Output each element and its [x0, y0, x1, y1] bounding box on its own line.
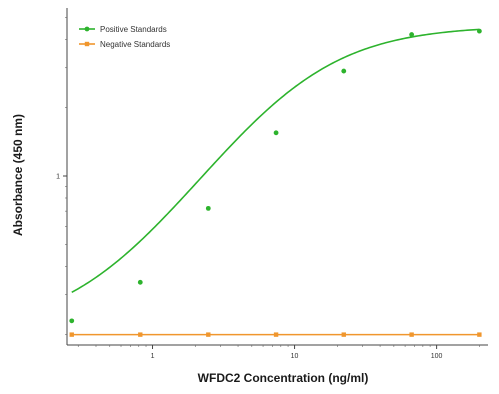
negative-data-point	[409, 332, 414, 337]
positive-data-point	[205, 205, 211, 211]
negative-data-point	[138, 332, 143, 337]
positive-fit-curve	[71, 28, 480, 294]
positive-data-point	[137, 279, 143, 285]
legend-label: Negative Standards	[100, 40, 170, 49]
negative-data-point	[477, 332, 482, 337]
y-tick-label: 1	[56, 174, 60, 181]
positive-data-point	[476, 28, 482, 34]
positive-data-point	[69, 318, 75, 324]
negative-data-point	[341, 332, 346, 337]
legend-marker-square	[84, 41, 90, 47]
negative-data-point	[206, 332, 211, 337]
x-axis-title: WFDC2 Concentration (ng/ml)	[198, 371, 369, 385]
legend-label: Positive Standards	[100, 25, 167, 34]
data-points	[69, 28, 482, 337]
positive-data-point	[273, 130, 279, 136]
positive-data-point	[409, 32, 415, 37]
x-tick-label: 10	[291, 353, 299, 360]
x-tick-label: 100	[431, 353, 443, 360]
legend: Positive Standards Negative Standards	[79, 25, 170, 49]
fit-curves	[71, 28, 480, 336]
y-axis-title: Absorbance (450 nm)	[11, 114, 25, 236]
negative-data-point	[69, 332, 74, 337]
legend-marker-circle	[84, 26, 90, 32]
positive-data-point	[341, 68, 347, 74]
axes: 1 10 100 1	[56, 8, 488, 360]
x-tick-label: 1	[151, 353, 155, 360]
negative-data-point	[273, 332, 279, 337]
